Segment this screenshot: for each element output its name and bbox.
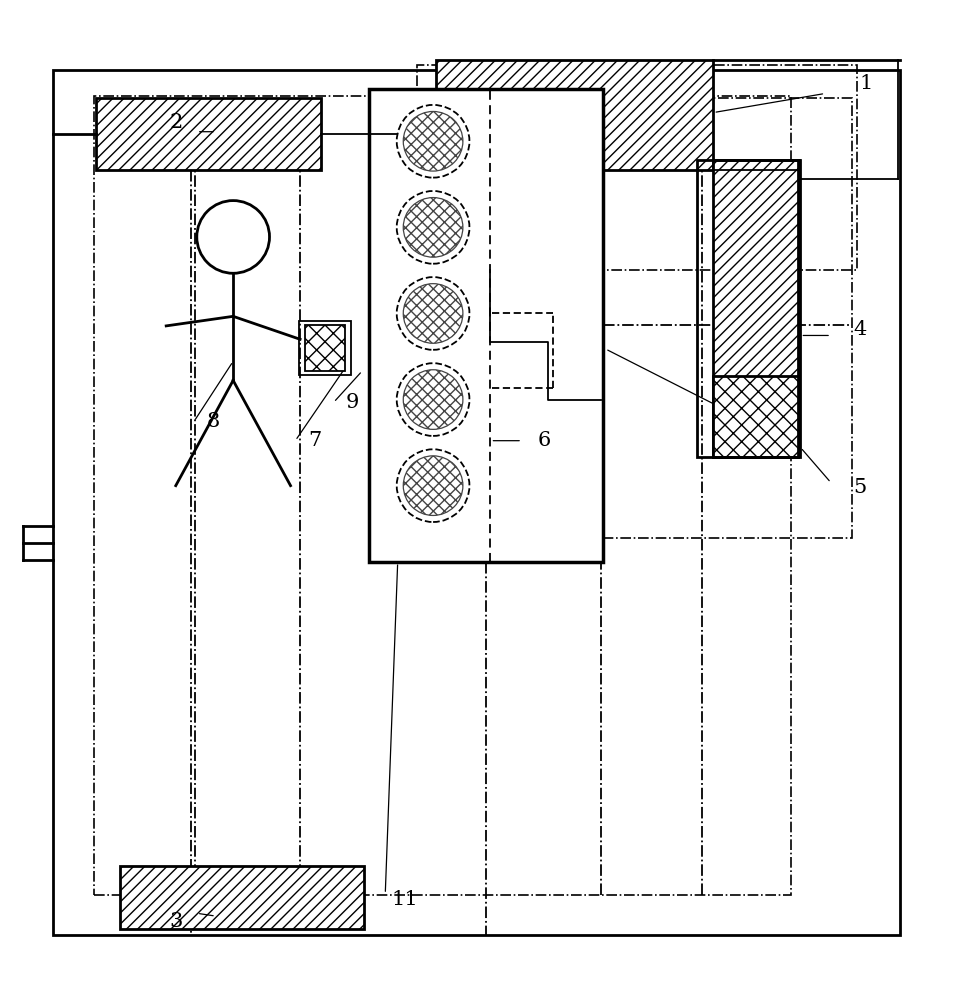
Text: 10: 10 xyxy=(736,402,763,421)
Bar xyxy=(436,60,714,170)
Bar xyxy=(97,98,321,170)
Bar xyxy=(714,160,798,457)
Circle shape xyxy=(403,284,463,343)
Circle shape xyxy=(397,449,469,522)
Text: 8: 8 xyxy=(206,412,219,431)
Circle shape xyxy=(196,201,269,273)
Bar xyxy=(417,65,856,270)
Text: 7: 7 xyxy=(308,431,321,450)
Bar xyxy=(299,321,351,375)
Circle shape xyxy=(397,191,469,264)
Bar xyxy=(121,866,364,929)
Bar xyxy=(697,160,801,457)
Bar xyxy=(532,98,852,538)
Circle shape xyxy=(397,105,469,178)
Text: 6: 6 xyxy=(537,431,551,450)
Bar xyxy=(305,325,345,371)
Text: 1: 1 xyxy=(859,74,873,93)
Circle shape xyxy=(403,111,463,171)
Text: 2: 2 xyxy=(170,113,182,132)
Text: 5: 5 xyxy=(854,478,866,497)
Circle shape xyxy=(403,370,463,429)
Text: 4: 4 xyxy=(854,320,866,339)
Text: 3: 3 xyxy=(169,912,182,931)
Circle shape xyxy=(403,198,463,257)
Circle shape xyxy=(403,456,463,515)
Bar xyxy=(95,96,791,895)
Circle shape xyxy=(397,277,469,350)
Bar xyxy=(714,376,798,457)
Text: 9: 9 xyxy=(346,393,359,412)
Circle shape xyxy=(397,363,469,436)
Bar xyxy=(369,89,604,562)
Bar xyxy=(54,70,900,935)
Text: 11: 11 xyxy=(391,890,418,909)
